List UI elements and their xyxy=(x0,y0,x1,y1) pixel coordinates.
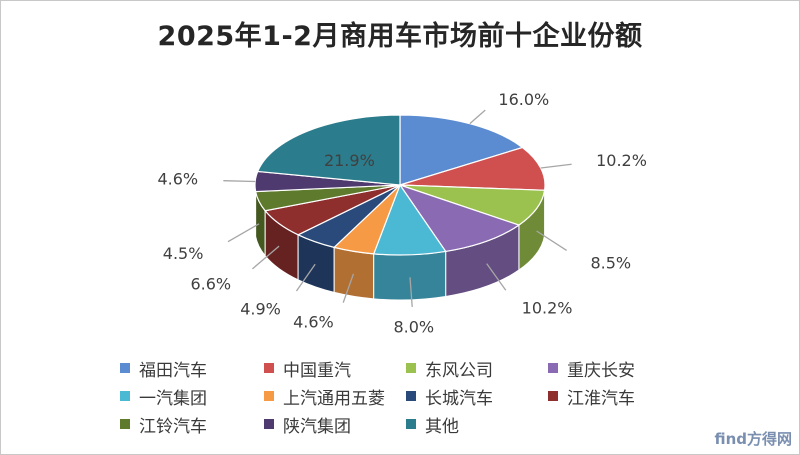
data-label: 21.9% xyxy=(324,151,375,170)
data-label: 8.5% xyxy=(590,254,631,273)
pie-slice-其他 xyxy=(256,114,401,186)
chart-legend: 福田汽车 中国重汽 东风公司 重庆长安一汽集团 上汽通用五菱 长城汽车 江淮汽车江铃汽车 陕汽… xyxy=(120,356,680,437)
legend-label: 其他 xyxy=(425,416,459,437)
pie-slice-重庆长安 xyxy=(398,183,521,253)
legend-item: 江淮汽车 xyxy=(548,384,680,409)
legend-item: 中国重汽 xyxy=(264,356,406,381)
leader-line xyxy=(486,263,507,291)
legend-swatch xyxy=(264,363,274,373)
legend-swatch xyxy=(406,363,416,373)
data-label: 4.6% xyxy=(157,170,198,189)
legend-label: 江淮汽车 xyxy=(567,388,635,409)
legend-label: 江铃汽车 xyxy=(139,416,207,437)
data-label: 10.2% xyxy=(522,299,573,318)
pie-slice-side-一汽集团 xyxy=(373,250,447,301)
legend-swatch xyxy=(264,419,274,429)
legend-label: 福田汽车 xyxy=(139,360,207,381)
leader-line xyxy=(227,223,260,243)
legend-item: 江铃汽车 xyxy=(120,412,264,437)
legend-swatch xyxy=(548,363,558,373)
leader-line xyxy=(223,180,256,183)
legend-item: 上汽通用五菱 xyxy=(264,384,406,409)
legend-item: 其他 xyxy=(406,412,548,437)
data-label: 4.9% xyxy=(240,300,281,319)
leader-line xyxy=(295,263,316,292)
legend-swatch xyxy=(548,391,558,401)
legend-label: 陕汽集团 xyxy=(283,416,351,437)
legend-swatch xyxy=(120,363,130,373)
legend-item: 重庆长安 xyxy=(548,356,680,381)
legend-item: 福田汽车 xyxy=(120,356,264,381)
legend-label: 上汽通用五菱 xyxy=(283,388,385,409)
leader-line xyxy=(409,277,413,307)
data-label: 8.0% xyxy=(393,318,434,337)
legend-swatch xyxy=(264,391,274,401)
legend-item: 陕汽集团 xyxy=(264,412,406,437)
legend-label: 重庆长安 xyxy=(567,360,635,381)
legend-swatch xyxy=(406,419,416,429)
data-label: 10.2% xyxy=(596,151,647,170)
data-label: 4.5% xyxy=(163,244,204,263)
legend-item: 东风公司 xyxy=(406,356,548,381)
leader-line xyxy=(252,245,280,270)
legend-label: 东风公司 xyxy=(425,360,493,381)
pie-slice-福田汽车 xyxy=(399,114,524,186)
legend-swatch xyxy=(406,391,416,401)
legend-item: 一汽集团 xyxy=(120,384,264,409)
leader-line xyxy=(540,163,572,169)
legend-label: 中国重汽 xyxy=(283,360,351,381)
legend-item: 长城汽车 xyxy=(406,384,548,409)
legend-label: 长城汽车 xyxy=(425,388,493,409)
legend-swatch xyxy=(120,391,130,401)
chart-title: 2025年1-2月商用车市场前十企业份额 xyxy=(157,21,643,52)
leader-line xyxy=(469,109,486,125)
data-label: 16.0% xyxy=(498,90,549,109)
watermark-logo: find方得网 xyxy=(714,430,792,448)
data-label: 6.6% xyxy=(190,275,231,294)
legend-swatch xyxy=(120,419,130,429)
legend-label: 一汽集团 xyxy=(139,388,207,409)
leader-line xyxy=(342,273,355,303)
pie-slice-side-上汽通用五菱 xyxy=(333,246,375,300)
leader-line xyxy=(536,230,567,251)
data-label: 4.6% xyxy=(293,313,334,332)
